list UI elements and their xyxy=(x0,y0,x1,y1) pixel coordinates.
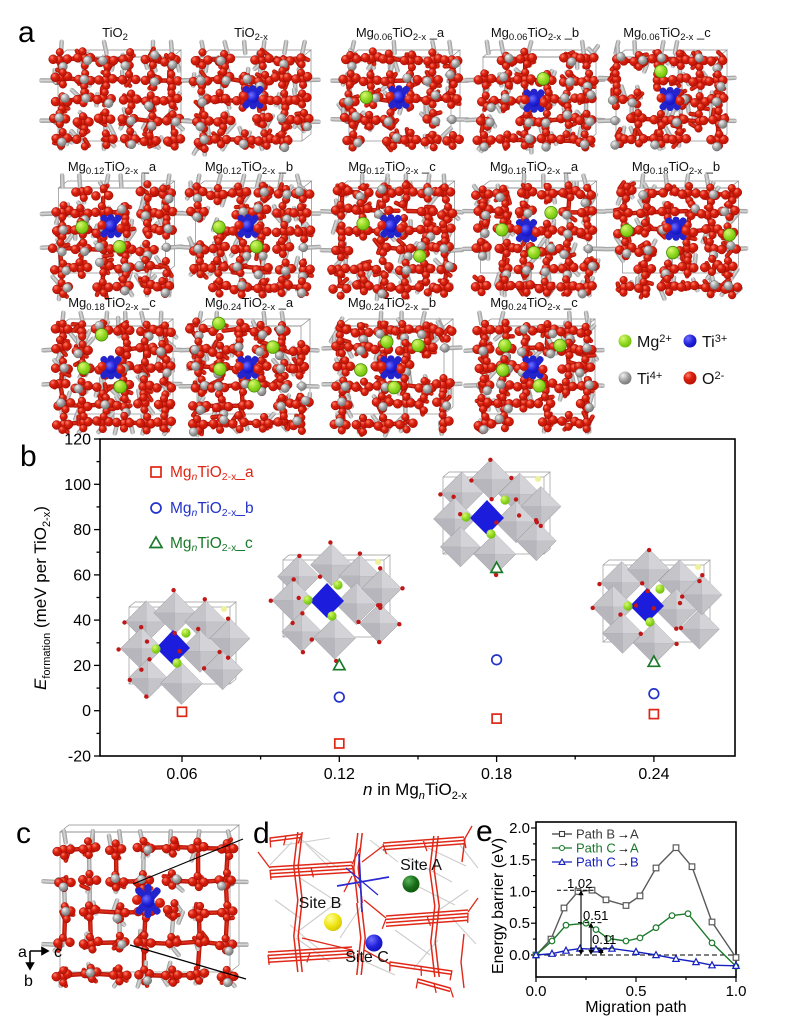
svg-text:1.02: 1.02 xyxy=(567,876,592,891)
svg-text:80: 80 xyxy=(73,522,91,539)
svg-text:c: c xyxy=(54,944,62,961)
svg-text:0.51: 0.51 xyxy=(583,908,608,923)
svg-text:Energy barrier (eV): Energy barrier (eV) xyxy=(490,838,507,974)
svg-text:→: → xyxy=(617,855,630,870)
svg-text:Path C: Path C xyxy=(576,841,616,856)
svg-text:e: e xyxy=(476,815,493,848)
svg-text:100: 100 xyxy=(64,477,91,494)
svg-text:b: b xyxy=(20,440,37,473)
svg-text:MgnTiO2-x_c: MgnTiO2-x_c xyxy=(170,535,253,554)
svg-text:Path C: Path C xyxy=(576,855,616,870)
svg-text:Site B: Site B xyxy=(299,895,342,912)
svg-text:0.24: 0.24 xyxy=(638,766,669,783)
svg-text:120: 120 xyxy=(64,432,91,449)
svg-text:n in MgnTiO2-x: n in MgnTiO2-x xyxy=(363,780,467,802)
svg-text:TiO2: TiO2 xyxy=(102,25,128,43)
svg-text:40: 40 xyxy=(73,613,91,630)
svg-text:Migration path: Migration path xyxy=(585,999,686,1016)
svg-text:MgnTiO2-x_a: MgnTiO2-x_a xyxy=(170,464,254,483)
svg-text:d: d xyxy=(253,817,270,850)
svg-text:b: b xyxy=(24,973,33,990)
svg-text:0.18: 0.18 xyxy=(481,766,512,783)
svg-text:B: B xyxy=(630,855,639,870)
svg-text:-20: -20 xyxy=(68,749,91,766)
svg-text:0.11: 0.11 xyxy=(592,932,616,947)
svg-text:a: a xyxy=(18,16,35,49)
svg-text:a: a xyxy=(18,944,27,961)
svg-text:0.12: 0.12 xyxy=(324,766,355,783)
svg-text:0.06: 0.06 xyxy=(166,766,197,783)
svg-text:2.0: 2.0 xyxy=(509,820,530,837)
svg-text:MgnTiO2-x_b: MgnTiO2-x_b xyxy=(170,500,254,519)
svg-text:Path B: Path B xyxy=(576,827,615,842)
svg-text:0.5: 0.5 xyxy=(626,983,647,1000)
svg-text:0.0: 0.0 xyxy=(526,983,547,1000)
svg-text:→: → xyxy=(617,841,630,856)
svg-text:1.0: 1.0 xyxy=(726,983,747,1000)
svg-text:→: → xyxy=(617,827,630,842)
svg-text:c: c xyxy=(16,817,31,850)
svg-text:Site C: Site C xyxy=(345,949,389,966)
svg-text:0.5: 0.5 xyxy=(509,915,530,932)
svg-text:1.0: 1.0 xyxy=(509,884,530,901)
svg-text:0.0: 0.0 xyxy=(509,947,530,964)
svg-text:A: A xyxy=(630,827,639,842)
svg-text:1.5: 1.5 xyxy=(509,852,530,869)
svg-text:20: 20 xyxy=(73,658,91,675)
svg-text:Site A: Site A xyxy=(400,857,442,874)
svg-text:Eformation (meV per TiO2-x): Eformation (meV per TiO2-x) xyxy=(31,506,53,690)
svg-text:60: 60 xyxy=(73,567,91,584)
svg-text:0: 0 xyxy=(82,703,91,720)
svg-text:A: A xyxy=(630,841,639,856)
